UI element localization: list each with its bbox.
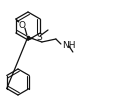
Text: NH: NH — [62, 40, 75, 49]
Text: S: S — [36, 33, 42, 41]
Text: O: O — [18, 21, 25, 29]
